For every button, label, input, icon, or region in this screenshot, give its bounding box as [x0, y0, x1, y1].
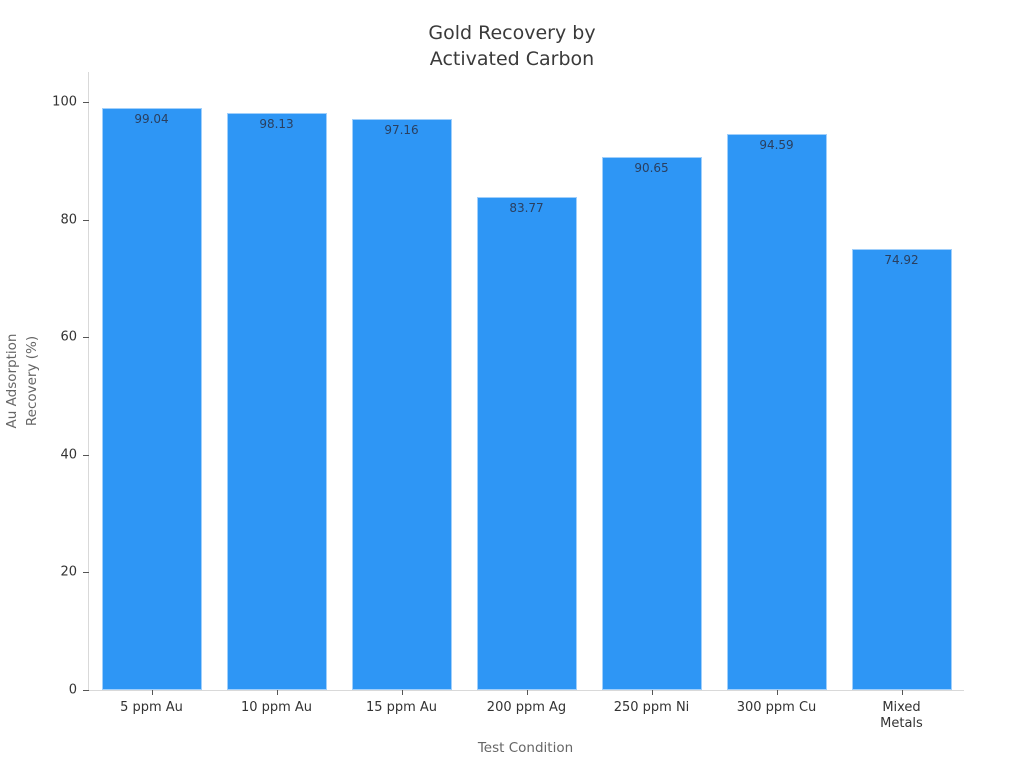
- bar: 99.04: [101, 107, 202, 690]
- x-tick-label: 300 ppm Cu: [736, 700, 817, 715]
- chart-title: Gold Recovery by Activated Carbon: [428, 22, 596, 70]
- bar-value-label: 98.13: [259, 116, 294, 131]
- bar: 90.65: [601, 156, 702, 690]
- y-tick-label: 0: [68, 682, 77, 698]
- y-tick-label: 60: [60, 329, 77, 345]
- x-tick-mark: [401, 690, 403, 695]
- bar-value-label: 74.92: [884, 253, 919, 268]
- bar-value-label: 97.16: [384, 122, 419, 137]
- x-tick-label: 250 ppm Ni: [613, 700, 690, 715]
- plot-area: 99.04 5 ppm Au 98.13 10 ppm Au 97.16 15 ppm A…: [52, 72, 964, 731]
- x-tick-mark: [651, 690, 653, 695]
- x-tick-mark: [276, 690, 278, 695]
- x-axis-title: Test Condition: [477, 740, 574, 756]
- x-tick-mark: [901, 690, 903, 695]
- x-tick-label: 15 ppm Au: [365, 700, 438, 715]
- y-tick-mark: [83, 454, 89, 456]
- bar: 94.59: [726, 133, 827, 690]
- bar-value-label: 94.59: [759, 137, 794, 152]
- x-tick-label: 10 ppm Au: [240, 700, 313, 715]
- y-tick-label: 80: [60, 212, 77, 228]
- y-tick-mark: [83, 572, 89, 574]
- y-tick-mark: [83, 337, 89, 339]
- bar-value-label: 83.77: [509, 201, 544, 216]
- y-tick-mark: [83, 219, 89, 221]
- y-tick-mark: [83, 101, 89, 103]
- y-tick-mark: [83, 690, 89, 691]
- x-tick-label: 5 ppm Au: [120, 700, 183, 715]
- bar-value-label: 99.04: [134, 111, 169, 126]
- bar: 98.13: [226, 112, 327, 690]
- x-tick-mark: [776, 690, 778, 695]
- y-axis-title: Au Adsorption Recovery (%): [4, 333, 40, 429]
- bar: 83.77: [476, 197, 577, 690]
- bar: 97.16: [351, 118, 452, 690]
- y-tick-label: 20: [60, 564, 77, 580]
- bar-value-label: 90.65: [634, 160, 669, 175]
- bar: 74.92: [851, 249, 952, 690]
- y-tick-label: 40: [60, 447, 77, 463]
- y-tick-label: 100: [52, 94, 77, 110]
- x-tick-label: Mixed Metals: [880, 700, 923, 731]
- x-tick-mark: [526, 690, 528, 695]
- x-tick-mark: [151, 690, 153, 695]
- x-tick-label: 200 ppm Ag: [486, 700, 567, 715]
